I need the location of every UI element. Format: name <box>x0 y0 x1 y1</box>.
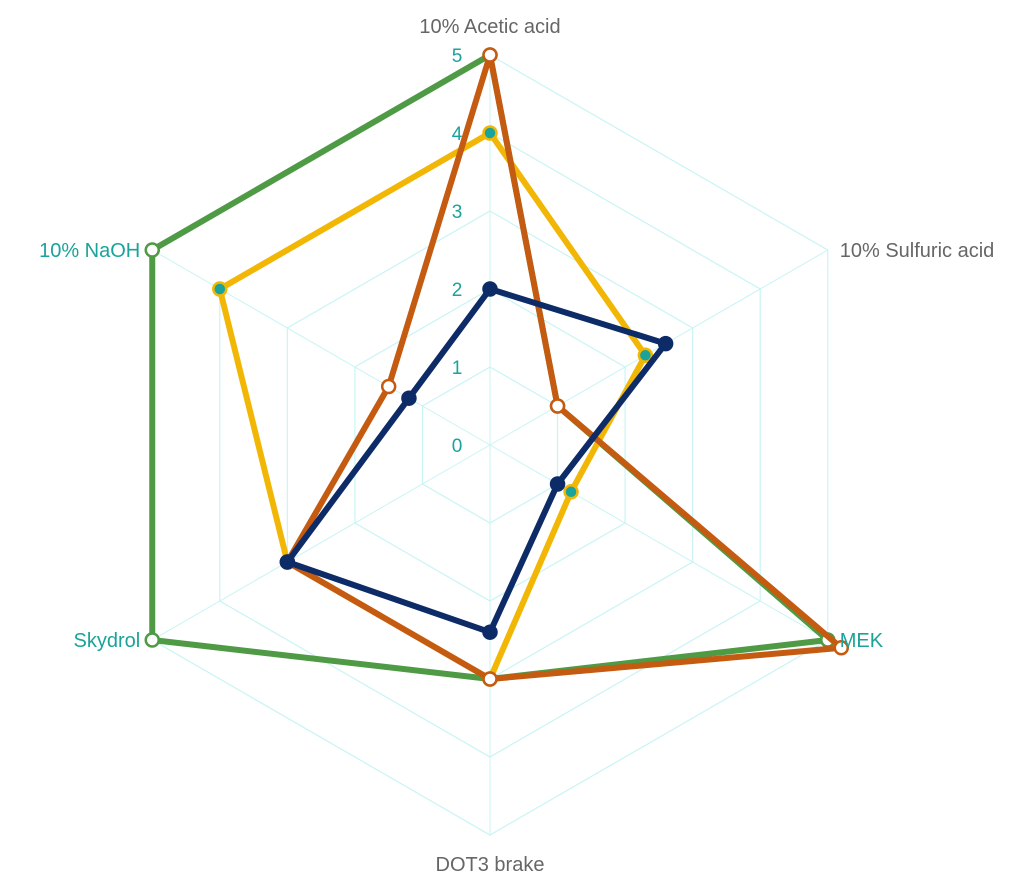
category-label: 10% NaOH <box>39 240 140 262</box>
category-label: Skydrol <box>74 630 141 652</box>
tick-label: 3 <box>452 202 463 223</box>
data-point <box>380 378 397 395</box>
data-point <box>482 624 498 640</box>
data-point <box>212 281 228 297</box>
data-point <box>549 398 566 414</box>
radar-tick-labels: 0 1 2 3 4 5 <box>452 46 463 457</box>
axis-spoke <box>152 249 491 446</box>
series-line <box>284 52 845 682</box>
data-point <box>549 476 566 492</box>
category-label: 10% Sulfuric acid <box>840 240 995 262</box>
radar-category-labels: 10% Acetic acid 10% Sulfuric acid MEK DOT3 … <box>39 16 994 876</box>
tick-label: 4 <box>452 124 463 145</box>
data-point <box>833 640 850 656</box>
data-point <box>482 125 498 141</box>
data-point <box>279 554 296 570</box>
category-label: MEK <box>840 630 884 652</box>
data-point <box>144 242 161 258</box>
data-point <box>482 281 498 297</box>
series-2 <box>212 125 654 687</box>
category-label: DOT3 brake <box>436 854 545 876</box>
data-point <box>563 484 579 500</box>
series-4 <box>279 281 674 640</box>
tick-label: 5 <box>452 46 463 67</box>
data-point <box>637 347 654 364</box>
data-point <box>482 47 498 63</box>
tick-label: 2 <box>452 280 463 301</box>
data-point <box>657 335 674 352</box>
tick-label: 1 <box>452 358 463 379</box>
data-point <box>401 390 417 406</box>
data-point <box>482 671 498 687</box>
series-line <box>216 130 649 682</box>
radar-axes <box>152 55 828 835</box>
category-label: 10% Acetic acid <box>419 16 560 38</box>
axis-spoke <box>489 444 828 641</box>
tick-label: 0 <box>452 436 463 457</box>
data-point <box>144 632 161 648</box>
radar-series <box>144 47 850 687</box>
axis-spoke <box>152 444 491 641</box>
